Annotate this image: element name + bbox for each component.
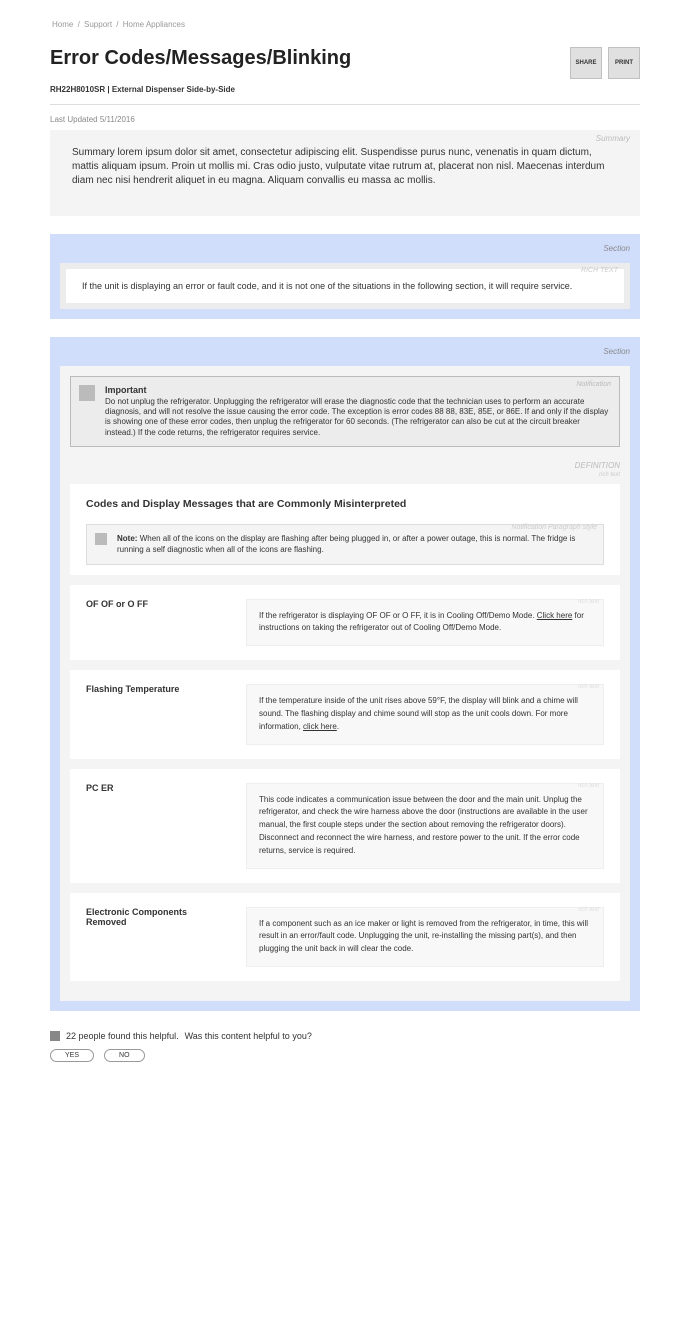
section-2: Section Notification Important Do not un… [50,337,640,1011]
breadcrumb: Home / Support / Home Appliances [50,20,640,29]
section-1-text: If the unit is displaying an error or fa… [82,281,572,291]
inline-link[interactable]: Click here [537,611,573,620]
warning-icon [79,385,95,401]
code-term: OF OF or O FF [86,599,226,609]
code-term: PC ER [86,783,226,793]
definition-block: DEFINITION rich text Codes and Display M… [70,461,620,981]
note-text: When all of the icons on the display are… [117,534,575,554]
code-row: PC ER rich text This code indicates a comm… [70,769,620,883]
code-row: OF OF or O FF rich text If the refrigerato… [70,585,620,661]
feedback-no-button[interactable]: NO [104,1049,145,1062]
code-desc-text: If a component such as an ice maker or l… [259,919,588,954]
feedback-row: 22 people found this helpful. Was this c… [50,1031,640,1041]
code-description: rich text If the refrigerator is displayi… [246,599,604,647]
notification-label: Notification [576,381,611,388]
note-box: Notification Paragraph style Note: When … [86,524,604,564]
rich-text-tag: rich text [578,683,599,693]
rich-text-tag: rich text [578,598,599,608]
breadcrumb-item[interactable]: Home Appliances [123,20,185,29]
definition-sublabel: rich text [70,472,620,478]
note-paragraph-label: Notification Paragraph style [511,523,597,533]
code-description: rich text This code indicates a communica… [246,783,604,869]
code-description: rich textIf the temperature inside of th… [246,684,604,744]
feedback-count: 22 people found this helpful. [66,1031,179,1041]
code-desc-text: . [337,722,339,731]
code-term: Flashing Temperature [86,684,226,694]
product-model: RH22H8010SR | External Dispenser Side-by… [50,85,640,94]
section-label: Section [60,244,630,253]
definition-heading: Codes and Display Messages that are Comm… [86,498,604,510]
person-icon [50,1031,60,1041]
feedback-yes-button[interactable]: YES [50,1049,94,1062]
section-1: Section RICH TEXT If the unit is display… [50,234,640,319]
code-term: Electronic Components Removed [86,907,226,927]
divider [50,104,640,105]
rich-text-box: RICH TEXT If the unit is displaying an e… [60,263,630,309]
code-desc-text: This code indicates a communication issu… [259,795,588,855]
note-icon [95,533,107,545]
important-text: Do not unplug the refrigerator. Unpluggi… [105,397,609,439]
breadcrumb-item[interactable]: Support [84,20,112,29]
important-title: Important [105,385,609,397]
print-button[interactable]: PRINT [608,47,640,79]
section-label: Section [60,347,630,356]
rich-text-tag: rich text [578,782,599,792]
code-description: rich text If a component such as an ice m… [246,907,604,967]
page-title: Error Codes/Messages/Blinking [50,47,351,70]
summary-label: Summary [596,134,630,143]
code-row: Electronic Components Removed rich text If… [70,893,620,981]
feedback-prompt: Was this content helpful to you? [185,1031,312,1041]
share-button[interactable]: SHARE [570,47,602,79]
summary-text: Summary lorem ipsum dolor sit amet, cons… [72,146,618,188]
rich-text-label: RICH TEXT [581,267,618,274]
summary-block: Summary Summary lorem ipsum dolor sit am… [50,130,640,216]
code-desc-text: If the refrigerator is displaying OF OF … [259,611,537,620]
definition-label: DEFINITION [70,461,620,470]
important-notification: Notification Important Do not unplug the… [70,376,620,447]
rich-text-tag: rich text [578,906,599,916]
note-prefix: Note: [117,534,137,543]
breadcrumb-item[interactable]: Home [52,20,73,29]
last-updated: Last Updated 5/11/2016 [50,115,640,124]
inline-link[interactable]: click here [303,722,337,731]
code-row: Flashing Temperature rich textIf the temp… [70,670,620,758]
